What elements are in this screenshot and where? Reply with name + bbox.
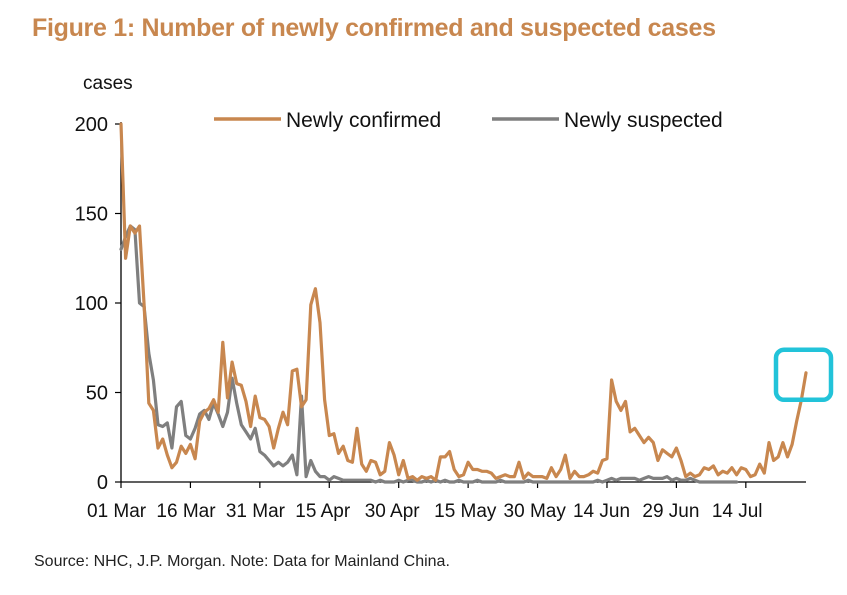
- y-axis-label: cases: [83, 73, 133, 94]
- annotation: [773, 347, 834, 403]
- chart-title: Figure 1: Number of newly confirmed and …: [32, 14, 716, 42]
- y-tick-label-150: 150: [75, 204, 108, 226]
- axes: cases 0 50 100 150 200 01 Mar 16 Mar 31 Mar 15 Ap…: [75, 73, 806, 522]
- x-tick-label-7: 14 Jun: [573, 501, 630, 522]
- x-tick-label-9: 14 Jul: [712, 501, 763, 522]
- legend-label-1: Newly suspected: [564, 109, 723, 132]
- legend-label-0: Newly confirmed: [286, 109, 441, 132]
- legend: Newly confirmed Newly suspected: [214, 109, 723, 132]
- highlight-box: [773, 347, 834, 403]
- x-tick-label-6: 30 May: [504, 501, 567, 522]
- x-tick-label-0: 01 Mar: [87, 501, 147, 522]
- x-tick-label-3: 15 Apr: [295, 501, 351, 522]
- x-tick-label-1: 16 Mar: [156, 501, 216, 522]
- series-line-newly-confirmed: [119, 122, 808, 482]
- y-tick-label-0: 0: [97, 472, 108, 494]
- y-tick-label-100: 100: [75, 293, 108, 315]
- y-tick-label-50: 50: [86, 383, 108, 405]
- x-tick-label-2: 31 Mar: [226, 501, 286, 522]
- series-layer: [119, 122, 808, 484]
- y-tick-label-200: 200: [75, 114, 108, 136]
- x-tick-label-5: 15 May: [434, 501, 497, 522]
- series-line-newly-suspected: [119, 224, 739, 484]
- x-tick-label-8: 29 Jun: [642, 501, 699, 522]
- x-tick-label-4: 30 Apr: [365, 501, 421, 522]
- source-note: Source: NHC, J.P. Morgan. Note: Data for…: [34, 553, 450, 570]
